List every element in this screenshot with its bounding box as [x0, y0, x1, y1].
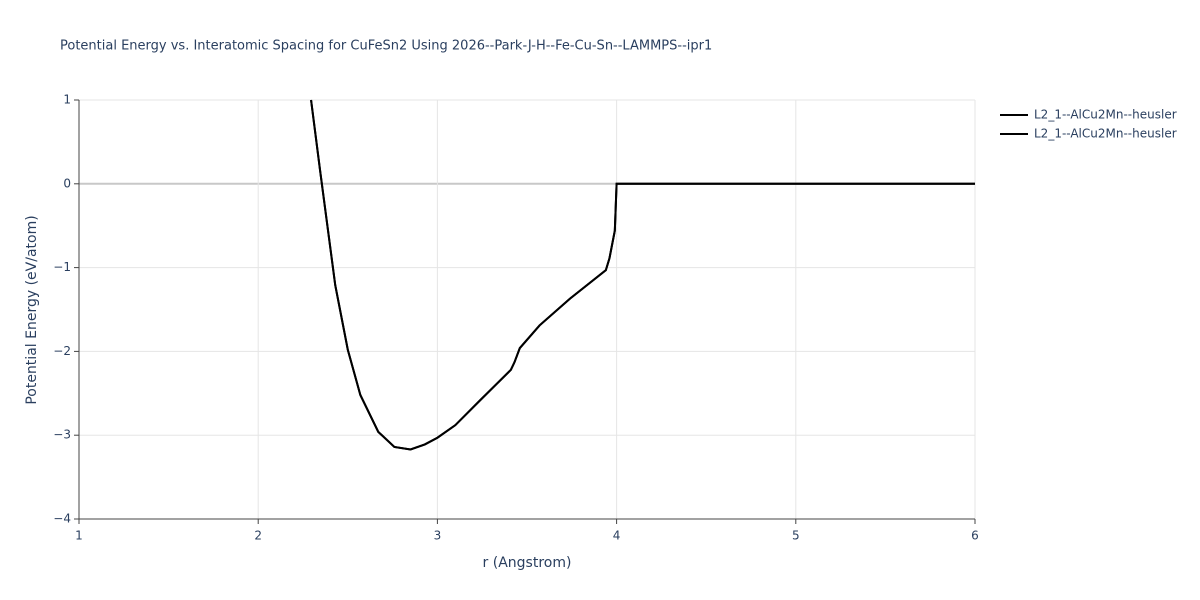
legend-label: L2_1--AlCu2Mn--heusler: [1034, 108, 1177, 122]
x-tick-label: 4: [613, 529, 621, 543]
line: [310, 99, 975, 451]
x-tick-label: 5: [792, 529, 800, 543]
y-tick-label: 1: [63, 93, 71, 107]
x-tick-label: 2: [254, 529, 262, 543]
x-tick-label: 1: [75, 529, 83, 543]
legend-label: L2_1--AlCu2Mn--heusler: [1034, 127, 1177, 141]
y-tick-label: −3: [53, 428, 71, 442]
line: [310, 99, 975, 451]
x-axis-label: r (Angstrom): [483, 555, 572, 571]
y-axis-label: Potential Energy (eV/atom): [24, 215, 40, 404]
y-tick-label: −1: [53, 260, 71, 274]
chart-title: Potential Energy vs. Interatomic Spacing…: [60, 39, 712, 54]
y-tick-label: 0: [63, 176, 71, 190]
x-tick-label: 6: [971, 529, 979, 543]
y-tick-label: −4: [53, 512, 71, 526]
y-tick-label: −2: [53, 344, 71, 358]
x-tick-label: 3: [434, 529, 442, 543]
